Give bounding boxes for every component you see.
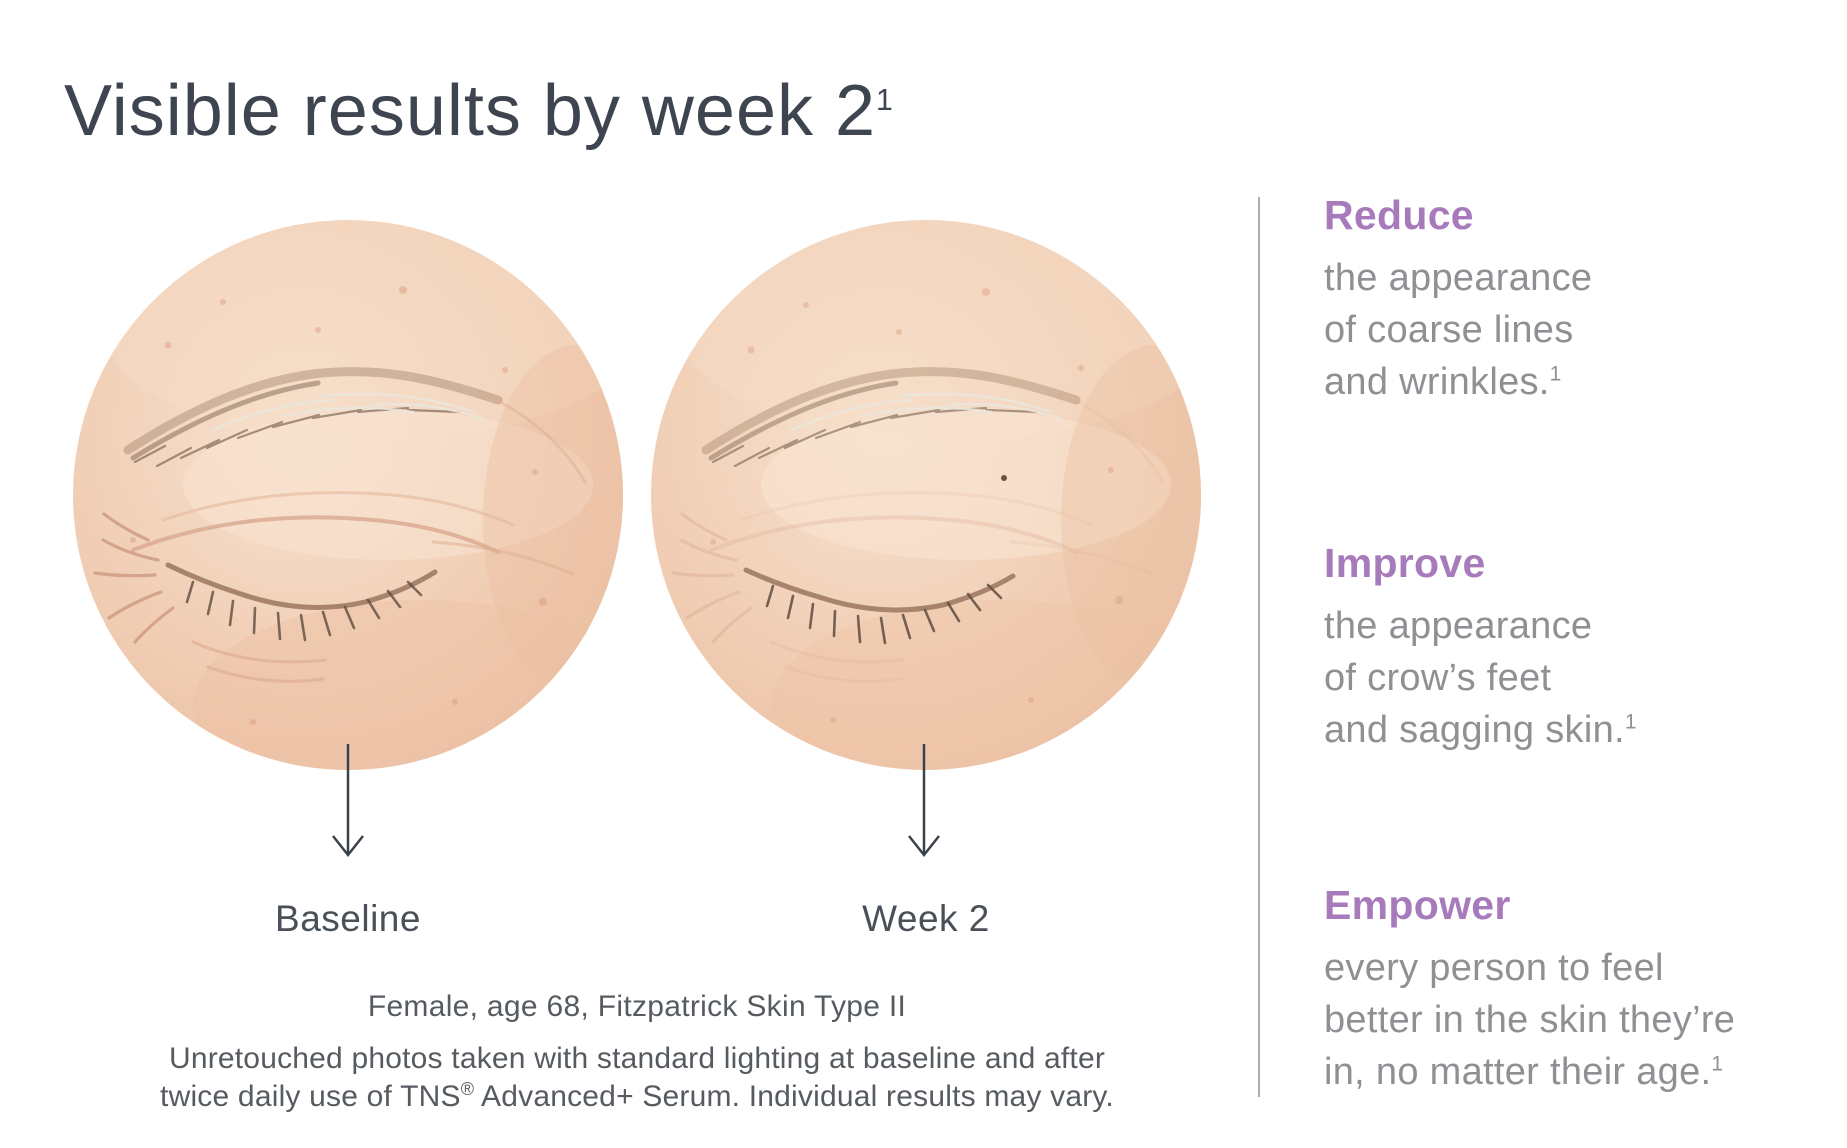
benefit-body: the appearance of crow’s feet and saggin… (1324, 600, 1824, 756)
benefit-line: better in the skin they’re (1324, 999, 1736, 1041)
closed-eye (743, 567, 1016, 645)
week2-photo-illustration (651, 220, 1201, 770)
freckles (130, 286, 547, 725)
benefit-line: and sagging skin. (1324, 709, 1625, 751)
benefit-line: the appearance (1324, 257, 1593, 299)
page-title-footnote-marker: 1 (876, 84, 894, 118)
page-title: Visible results by week 21 (64, 72, 894, 151)
mole (1001, 475, 1007, 481)
week2-label: Week 2 (862, 898, 990, 939)
week2-down-arrow-icon (908, 744, 940, 858)
disclaimer-line2-post: Advanced+ Serum. Individual results may … (474, 1080, 1114, 1113)
benefit-line: in, no matter their age. (1324, 1051, 1712, 1093)
footnote-marker: 1 (1711, 1052, 1724, 1076)
page-title-text: Visible results by week 2 (64, 71, 877, 152)
wrinkles (671, 396, 1165, 683)
benefit-improve: Improve the appearance of crow’s feet an… (1324, 540, 1824, 756)
benefit-heading: Reduce (1324, 192, 1474, 238)
disclaimer-line2-pre: twice daily use of TNS (160, 1080, 461, 1113)
benefit-line: every person to feel (1324, 947, 1664, 989)
baseline-label: Baseline (275, 898, 421, 939)
benefit-line: of crow’s feet (1324, 657, 1552, 699)
week2-photo (651, 220, 1201, 770)
registered-trademark-symbol: ® (460, 1079, 475, 1099)
footnote-marker: 1 (1549, 362, 1562, 386)
subject-caption: Female, age 68, Fitzpatrick Skin Type II (367, 990, 907, 1023)
benefit-empower: Empower every person to feel better in t… (1324, 882, 1824, 1098)
wrinkles (93, 396, 587, 683)
disclaimer-text: Unretouched photos taken with standard l… (87, 1040, 1187, 1116)
eyebrow (123, 367, 503, 468)
footnote-marker: 1 (1624, 710, 1637, 734)
benefit-body: the appearance of coarse lines and wrink… (1324, 252, 1824, 408)
benefit-line: the appearance (1324, 605, 1593, 647)
baseline-photo (73, 220, 623, 770)
closed-eye (165, 562, 438, 642)
benefit-line: and wrinkles. (1324, 361, 1550, 403)
freckles (710, 288, 1123, 723)
benefit-heading: Improve (1324, 540, 1486, 586)
vertical-divider (1258, 197, 1260, 1097)
benefit-line: of coarse lines (1324, 309, 1574, 351)
benefit-body: every person to feel better in the skin … (1324, 942, 1824, 1098)
baseline-photo-illustration (73, 220, 623, 770)
benefit-reduce: Reduce the appearance of coarse lines an… (1324, 192, 1824, 408)
eyebrow (701, 367, 1081, 468)
benefit-heading: Empower (1324, 882, 1511, 928)
baseline-down-arrow-icon (332, 744, 364, 858)
disclaimer-line1: Unretouched photos taken with standard l… (168, 1042, 1106, 1075)
